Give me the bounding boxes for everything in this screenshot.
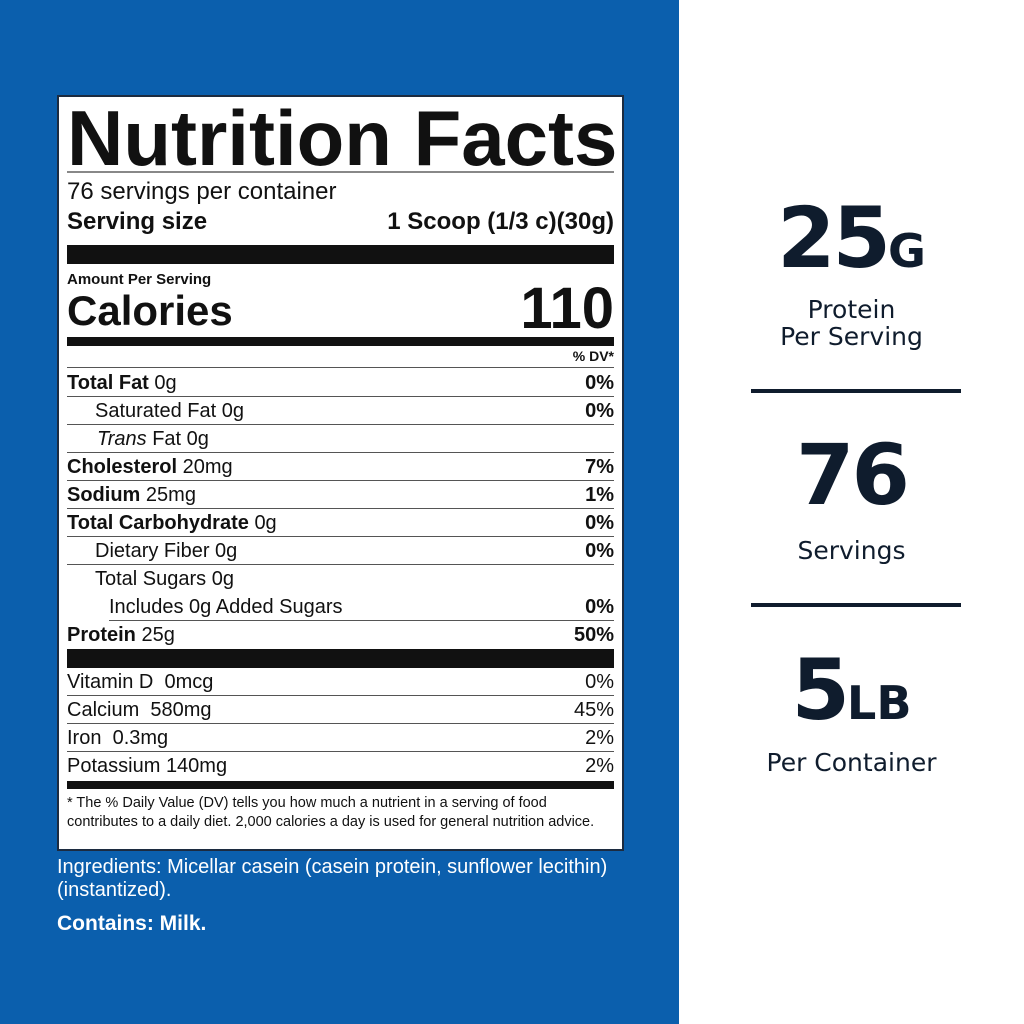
nutrient-dv: 0% (585, 512, 614, 534)
nutrient-name: Total Sugars (95, 568, 207, 590)
vitamin-dv: 0% (585, 671, 614, 693)
nutrient-row-added-sugars: Includes 0g Added Sugars 0% (109, 593, 614, 621)
stat-container-value: 5LB (791, 641, 912, 739)
serving-size-label: Serving size (67, 208, 208, 235)
nutrient-amount: 25mg (145, 484, 196, 506)
stat-protein-label-1: Protein (807, 295, 896, 324)
nutrient-dv: 1% (585, 484, 614, 506)
serving-size-value: 1 Scoop (1/3 c)(30g) (387, 208, 614, 235)
vitamin-dv: 45% (573, 699, 614, 721)
stat-servings-label: Servings (797, 536, 906, 565)
medium-divider (67, 781, 614, 789)
nutrient-name: Total Fat (67, 372, 149, 394)
nutrient-row-dietary-fiber: Dietary Fiber 0g 0% (67, 537, 614, 565)
nutrient-name: Sodium (67, 484, 141, 506)
calories-label: Calories (67, 287, 233, 334)
medium-divider (67, 337, 614, 346)
vitamin-amount: 580mg (150, 699, 212, 721)
vitamin-amount: 140mg (165, 755, 228, 777)
thick-divider (67, 649, 614, 668)
nutrient-name-rest: Fat (152, 428, 182, 450)
vitamin-name: Iron (67, 727, 102, 749)
amount-per-serving: Amount Per Serving (67, 271, 212, 288)
nutrient-dv: 0% (585, 540, 614, 562)
stat-container-label: Per Container (766, 748, 937, 777)
nutrient-dv: 0% (585, 400, 614, 422)
vitamin-row: Iron 0.3mg 2% (67, 724, 614, 752)
nutrition-facts-label: Nutrition Facts 76 servings per containe… (57, 94, 624, 851)
vitamin-dv: 2% (585, 727, 614, 749)
nutrient-amount: 0g (186, 428, 209, 450)
divider (67, 367, 614, 368)
vitamin-amount: 0.3mg (112, 727, 169, 749)
vitamin-amount: 0mcg (164, 671, 214, 693)
allergen-statement: Contains: Milk. (57, 912, 207, 935)
calories-value: 110 (520, 276, 614, 341)
vitamin-dv: 2% (585, 755, 614, 777)
stat-servings-value: 76 (796, 426, 910, 524)
servings-per-container: 76 servings per container (67, 178, 337, 205)
nutrient-amount: 20mg (182, 456, 233, 478)
divider (751, 389, 961, 393)
dv-header: % DV* (572, 348, 614, 364)
nutrient-row-cholesterol: Cholesterol 20mg 7% (67, 453, 614, 481)
nutrient-dv: 0% (585, 372, 614, 394)
thick-divider (67, 245, 614, 264)
footnote: * The % Daily Value (DV) tells you how m… (67, 795, 595, 830)
nutrient-name: Protein (67, 624, 136, 646)
nutrient-row-total-sugars: Total Sugars 0g (67, 565, 614, 593)
vitamin-name: Vitamin D (67, 671, 154, 693)
nutrient-name: Saturated Fat (95, 400, 217, 422)
vitamin-name: Calcium (67, 699, 140, 721)
nutrient-amount: 0g (211, 568, 234, 590)
nutrient-amount: 25g (141, 624, 175, 646)
label-title: Nutrition Facts (67, 94, 618, 182)
nutrient-dv: 0% (585, 596, 614, 618)
stat-protein-value: 25G (777, 189, 926, 287)
nutrient-name: Dietary Fiber (95, 540, 210, 562)
nutrient-dv: 7% (585, 456, 614, 478)
vitamin-name: Potassium (67, 755, 161, 777)
nutrient-amount: 0g (221, 400, 244, 422)
divider (67, 171, 614, 173)
stat-protein-label-2: Per Serving (780, 322, 923, 351)
nutrient-amount: 0g (254, 512, 277, 534)
nutrient-amount: 0g (215, 540, 238, 562)
nutrient-row-trans-fat: Trans Fat 0g (67, 425, 614, 453)
nutrient-row-saturated-fat: Saturated Fat 0g 0% (67, 397, 614, 425)
vitamin-row: Vitamin D 0mcg 0% (67, 668, 614, 696)
nutrient-name: Cholesterol (67, 456, 178, 478)
nutrient-dv: 50% (573, 624, 614, 646)
nutrient-name: Trans (97, 428, 147, 450)
nutrient-amount: 0g (154, 372, 177, 394)
divider (751, 603, 961, 607)
nutrient-row-sodium: Sodium 25mg 1% (67, 481, 614, 509)
nutrient-row-protein: Protein 25g 50% (67, 621, 614, 649)
vitamin-row: Potassium 140mg 2% (67, 752, 614, 780)
nutrient-row-total-fat: Total Fat 0g 0% (67, 369, 614, 397)
nutrient-name: Includes 0g Added Sugars (109, 596, 343, 618)
vitamin-row: Calcium 580mg 45% (67, 696, 614, 724)
blue-panel: Nutrition Facts 76 servings per containe… (0, 0, 679, 1024)
ingredients: Ingredients: Micellar casein (casein pro… (57, 856, 608, 901)
nutrient-name: Total Carbohydrate (67, 512, 249, 534)
nutrient-row-total-carbohydrate: Total Carbohydrate 0g 0% (67, 509, 614, 537)
